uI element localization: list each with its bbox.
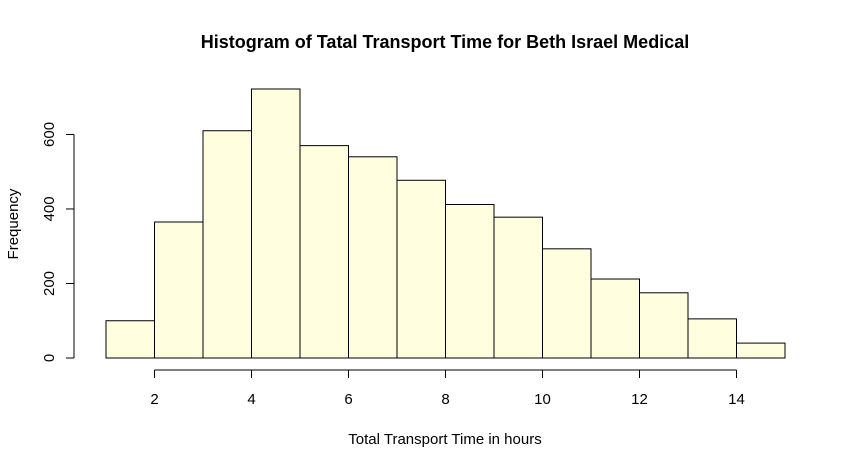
histogram-bar-9 <box>542 248 592 359</box>
histogram-bar-7 <box>445 203 495 359</box>
histogram-bar-13 <box>736 342 786 359</box>
y-tick-label-600: 600 <box>41 122 58 147</box>
x-tick-label-4: 4 <box>247 391 255 408</box>
histogram-bar-5 <box>348 156 398 359</box>
y-tick-label-200: 200 <box>41 271 58 296</box>
x-axis-label: Total Transport Time in hours <box>348 431 541 448</box>
x-tick-label-8: 8 <box>441 391 449 408</box>
bars-group <box>105 88 786 359</box>
x-tick-label-12: 12 <box>631 391 648 408</box>
y-axis: 0 200 400 600 <box>41 122 75 362</box>
x-tick-label-10: 10 <box>534 391 551 408</box>
chart-title: Histogram of Tatal Transport Time for Be… <box>201 32 689 52</box>
histogram-bar-6 <box>396 179 446 359</box>
histogram-bar-2 <box>202 130 252 359</box>
x-axis: 2 4 6 8 10 12 14 <box>150 369 745 408</box>
histogram-bar-4 <box>299 145 349 359</box>
y-axis-label: Frequency <box>5 188 22 259</box>
histogram-bar-1 <box>154 221 204 359</box>
histogram-bar-0 <box>105 320 155 359</box>
histogram-bar-12 <box>687 318 737 359</box>
histogram-bar-11 <box>639 292 689 359</box>
histogram-bar-10 <box>590 278 640 359</box>
x-tick-label-6: 6 <box>344 391 352 408</box>
x-tick-label-2: 2 <box>150 391 158 408</box>
y-tick-label-400: 400 <box>41 196 58 221</box>
x-tick-label-14: 14 <box>728 391 745 408</box>
histogram-bar-8 <box>493 216 543 359</box>
y-tick-label-0: 0 <box>41 354 58 362</box>
histogram-bar-3 <box>251 88 301 359</box>
